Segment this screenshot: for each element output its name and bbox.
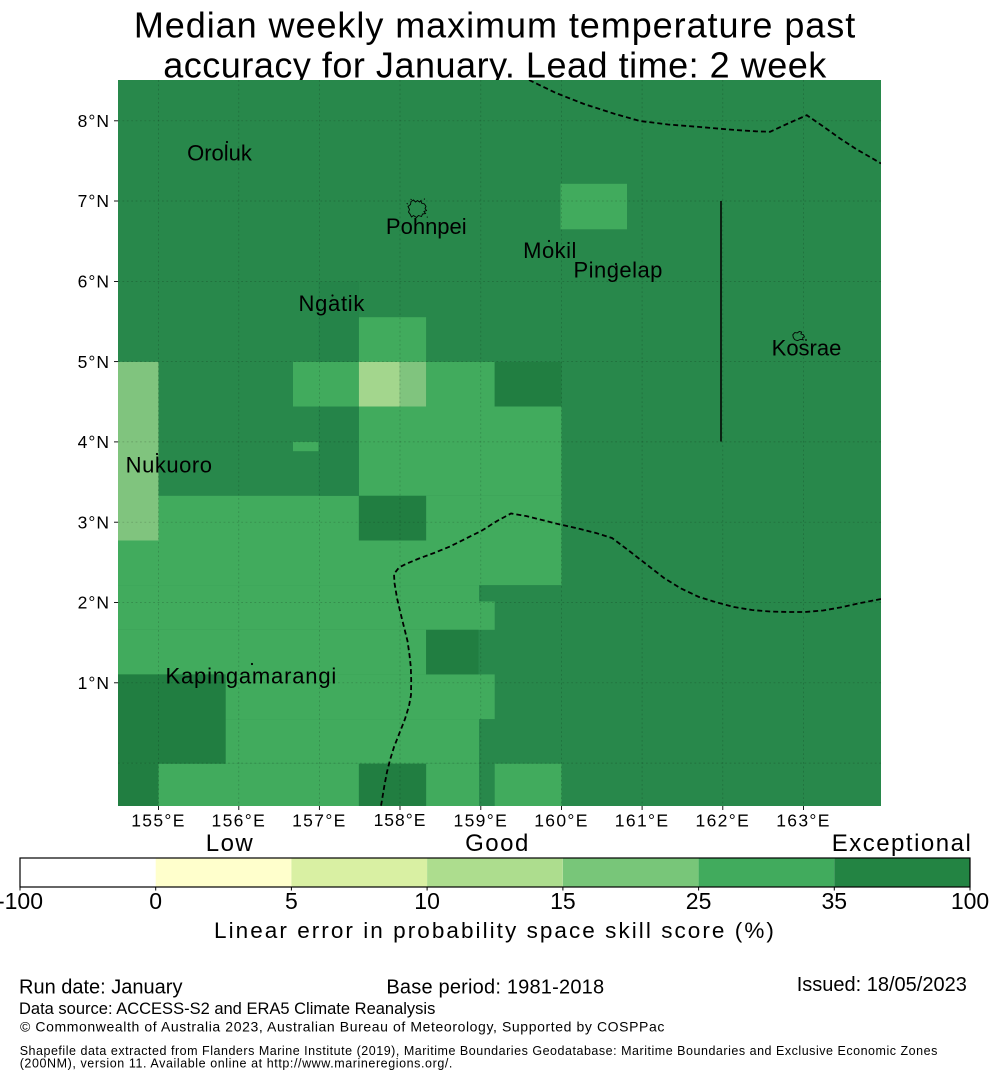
svg-text:© Commonwealth of Australia 20: © Commonwealth of Australia 2023, Austra… (20, 1019, 665, 1035)
svg-text:Low: Low (206, 830, 255, 857)
svg-text:157°E: 157°E (292, 811, 347, 831)
svg-text:Ngatik: Ngatik (299, 291, 366, 316)
svg-text:(200NM), version 11. Available: (200NM), version 11. Available online at… (20, 1056, 453, 1070)
svg-text:Linear error in probability sp: Linear error in probability space skill … (214, 918, 776, 943)
svg-text:35: 35 (822, 888, 848, 914)
svg-text:Nukuoro: Nukuoro (126, 453, 213, 478)
svg-text:Pingelap: Pingelap (574, 257, 663, 282)
svg-text:Run date: January: Run date: January (19, 977, 182, 999)
svg-text:Pohnpei: Pohnpei (386, 214, 467, 239)
svg-text:25: 25 (686, 888, 712, 914)
svg-text:7°N: 7°N (78, 191, 110, 211)
svg-text:159°E: 159°E (453, 811, 508, 831)
svg-text:Exceptional: Exceptional (832, 830, 973, 857)
svg-text:Base period: 1981-2018: Base period: 1981-2018 (386, 977, 604, 999)
svg-text:3°N: 3°N (78, 512, 110, 532)
svg-text:Kapingamarangi: Kapingamarangi (166, 664, 338, 689)
svg-text:10: 10 (414, 888, 440, 914)
svg-text:160°E: 160°E (534, 811, 589, 831)
svg-text:155°E: 155°E (131, 811, 186, 831)
svg-text:Median weekly maximum temperat: Median weekly maximum temperature past (134, 5, 856, 46)
svg-text:Shapefile data extracted from: Shapefile data extracted from Flanders M… (20, 1044, 938, 1058)
svg-text:5: 5 (285, 888, 298, 914)
svg-text:100: 100 (951, 888, 989, 914)
svg-text:15: 15 (550, 888, 576, 914)
svg-text:163°E: 163°E (776, 811, 831, 831)
svg-text:accuracy for January. Lead tim: accuracy for January. Lead time: 2 week (163, 45, 827, 86)
svg-text:1°N: 1°N (78, 673, 110, 693)
svg-text:156°E: 156°E (211, 811, 266, 831)
svg-text:158°E: 158°E (374, 810, 427, 830)
svg-text:4°N: 4°N (78, 432, 110, 452)
svg-text:162°E: 162°E (695, 811, 750, 831)
svg-text:Issued: 18/05/2023: Issued: 18/05/2023 (797, 974, 967, 996)
svg-text:Mokil: Mokil (523, 238, 577, 263)
svg-text:2°N: 2°N (78, 593, 110, 613)
svg-text:161°E: 161°E (615, 811, 670, 831)
svg-text:5°N: 5°N (78, 352, 110, 372)
svg-text:Data source: ACCESS-S2 and ERA: Data source: ACCESS-S2 and ERA5 Climate … (19, 1000, 435, 1018)
svg-text:8°N: 8°N (78, 111, 110, 131)
svg-text:Kosrae: Kosrae (772, 335, 842, 360)
svg-text:Oroluk: Oroluk (187, 141, 253, 166)
svg-text:Good: Good (465, 830, 530, 857)
svg-text:6°N: 6°N (78, 272, 110, 292)
svg-text:-100: -100 (0, 888, 43, 914)
svg-text:0: 0 (149, 888, 162, 914)
